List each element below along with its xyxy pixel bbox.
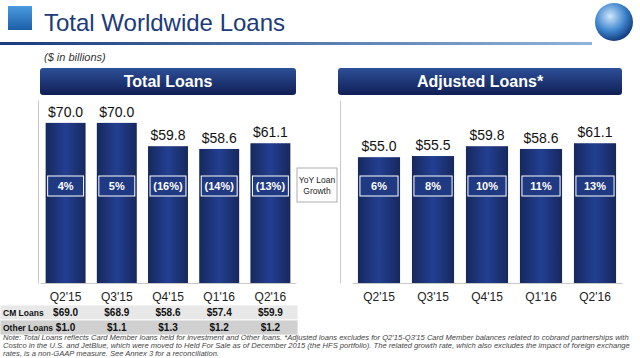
x-tick-label: Q1'16 bbox=[525, 290, 557, 304]
page-title: Total Worldwide Loans bbox=[44, 9, 285, 36]
growth-box bbox=[576, 176, 614, 196]
x-tick-label: Q1'16 bbox=[203, 290, 235, 304]
x-axis: Q2'15 Q3'15 Q4'15 Q1'16 Q2'16 bbox=[41, 283, 297, 304]
bar bbox=[148, 146, 188, 283]
bar bbox=[199, 149, 239, 283]
table-cell: $57.4 bbox=[207, 307, 232, 318]
x-tick: Q1'16 bbox=[525, 283, 557, 304]
footnote: Note: Total Loans reflects Card Member l… bbox=[3, 333, 630, 358]
panel-header bbox=[40, 68, 296, 95]
x-tick-label: Q2'15 bbox=[50, 290, 82, 304]
bar bbox=[250, 143, 290, 283]
value-label: $59.8 bbox=[150, 127, 185, 143]
value-label: $61.1 bbox=[577, 124, 612, 140]
table-cell: $69.0 bbox=[53, 307, 78, 318]
x-tick: Q4'15 bbox=[471, 283, 503, 304]
x-axis-line bbox=[353, 283, 623, 284]
growth-label: 5% bbox=[109, 180, 125, 192]
table-row bbox=[0, 305, 298, 320]
x-tick-label: Q2'16 bbox=[255, 290, 287, 304]
growth-box bbox=[468, 176, 506, 196]
bar bbox=[520, 149, 562, 283]
bar bbox=[358, 157, 400, 283]
x-tick-label: Q3'15 bbox=[101, 290, 133, 304]
panel-title: Total Loans bbox=[124, 73, 213, 90]
bar bbox=[46, 123, 86, 283]
logo bbox=[8, 6, 32, 30]
growth-box bbox=[48, 176, 84, 196]
y-axis-line bbox=[38, 101, 39, 284]
chart-svg: Total Worldwide Loans ($ in billions) Tota… bbox=[0, 0, 640, 358]
table-cell: $1.0 bbox=[56, 322, 76, 333]
bar bbox=[412, 156, 454, 283]
x-tick: Q2'16 bbox=[579, 283, 611, 304]
value-label: $61.1 bbox=[253, 124, 288, 140]
value-label: $55.0 bbox=[361, 138, 396, 154]
growth-label: 13% bbox=[584, 180, 606, 192]
y-axis bbox=[340, 101, 341, 284]
growth-label: 6% bbox=[371, 180, 387, 192]
value-label: $58.6 bbox=[523, 130, 558, 146]
table-row-label: Other Loans bbox=[3, 323, 53, 333]
value-label: $70.0 bbox=[99, 104, 134, 120]
chart-root: Total Worldwide Loans ($ in billions) Tota… bbox=[0, 0, 640, 358]
growth-box bbox=[252, 176, 288, 196]
value-label: $58.6 bbox=[202, 130, 237, 146]
x-tick-label: Q2'15 bbox=[363, 290, 395, 304]
growth-label: (14%) bbox=[205, 180, 235, 192]
growth-box bbox=[360, 176, 398, 196]
growth-label: 11% bbox=[530, 180, 552, 192]
bar bbox=[574, 143, 616, 283]
growth-box bbox=[99, 176, 135, 196]
x-tick: Q3'15 bbox=[417, 283, 449, 304]
growth-title: YoY LoanGrowth bbox=[299, 175, 336, 196]
growth-label: 8% bbox=[425, 180, 441, 192]
table-cell: $1.2 bbox=[261, 322, 281, 333]
panel-title: Adjusted Loans* bbox=[417, 73, 544, 90]
x-tick: Q2'16 bbox=[255, 283, 287, 304]
growth-label: 4% bbox=[58, 180, 74, 192]
table-row-label: CM Loans bbox=[3, 308, 44, 318]
globe-icon bbox=[595, 3, 633, 41]
x-tick: Q1'16 bbox=[203, 283, 235, 304]
table-cell: $58.6 bbox=[155, 307, 180, 318]
table-cell: $68.9 bbox=[104, 307, 129, 318]
value-label: $59.8 bbox=[469, 127, 504, 143]
growth-box bbox=[522, 176, 560, 196]
x-axis: Q2'15 Q3'15 Q4'15 Q1'16 Q2'16 bbox=[353, 283, 623, 304]
x-tick: Q4'15 bbox=[152, 283, 184, 304]
x-tick-label: Q3'15 bbox=[417, 290, 449, 304]
growth-label: 10% bbox=[476, 180, 498, 192]
panel-header bbox=[338, 68, 622, 95]
bar bbox=[466, 146, 508, 283]
x-tick-label: Q2'16 bbox=[579, 290, 611, 304]
table-cell: $1.2 bbox=[209, 322, 229, 333]
table-cell: $1.1 bbox=[107, 322, 127, 333]
growth-label: (16%) bbox=[153, 180, 183, 192]
title-rule bbox=[0, 42, 592, 45]
growth-box bbox=[201, 176, 237, 196]
growth-box bbox=[150, 176, 186, 196]
x-tick: Q2'15 bbox=[50, 283, 82, 304]
table-cell: $1.3 bbox=[158, 322, 178, 333]
growth-title-box bbox=[297, 168, 337, 202]
growth-box bbox=[414, 176, 452, 196]
bars bbox=[358, 143, 616, 283]
bar bbox=[97, 123, 137, 283]
x-tick: Q3'15 bbox=[101, 283, 133, 304]
value-label: $55.5 bbox=[415, 137, 450, 153]
x-tick-label: Q4'15 bbox=[152, 290, 184, 304]
table-cell: $59.9 bbox=[258, 307, 283, 318]
growth-label: (13%) bbox=[256, 180, 286, 192]
y-axis-line bbox=[340, 101, 341, 284]
page-subtitle: ($ in billions) bbox=[44, 51, 106, 63]
y-axis bbox=[38, 101, 39, 284]
bars bbox=[46, 123, 291, 283]
value-label: $70.0 bbox=[48, 104, 83, 120]
x-tick-label: Q4'15 bbox=[471, 290, 503, 304]
x-tick: Q2'15 bbox=[363, 283, 395, 304]
x-axis-line bbox=[41, 283, 297, 284]
